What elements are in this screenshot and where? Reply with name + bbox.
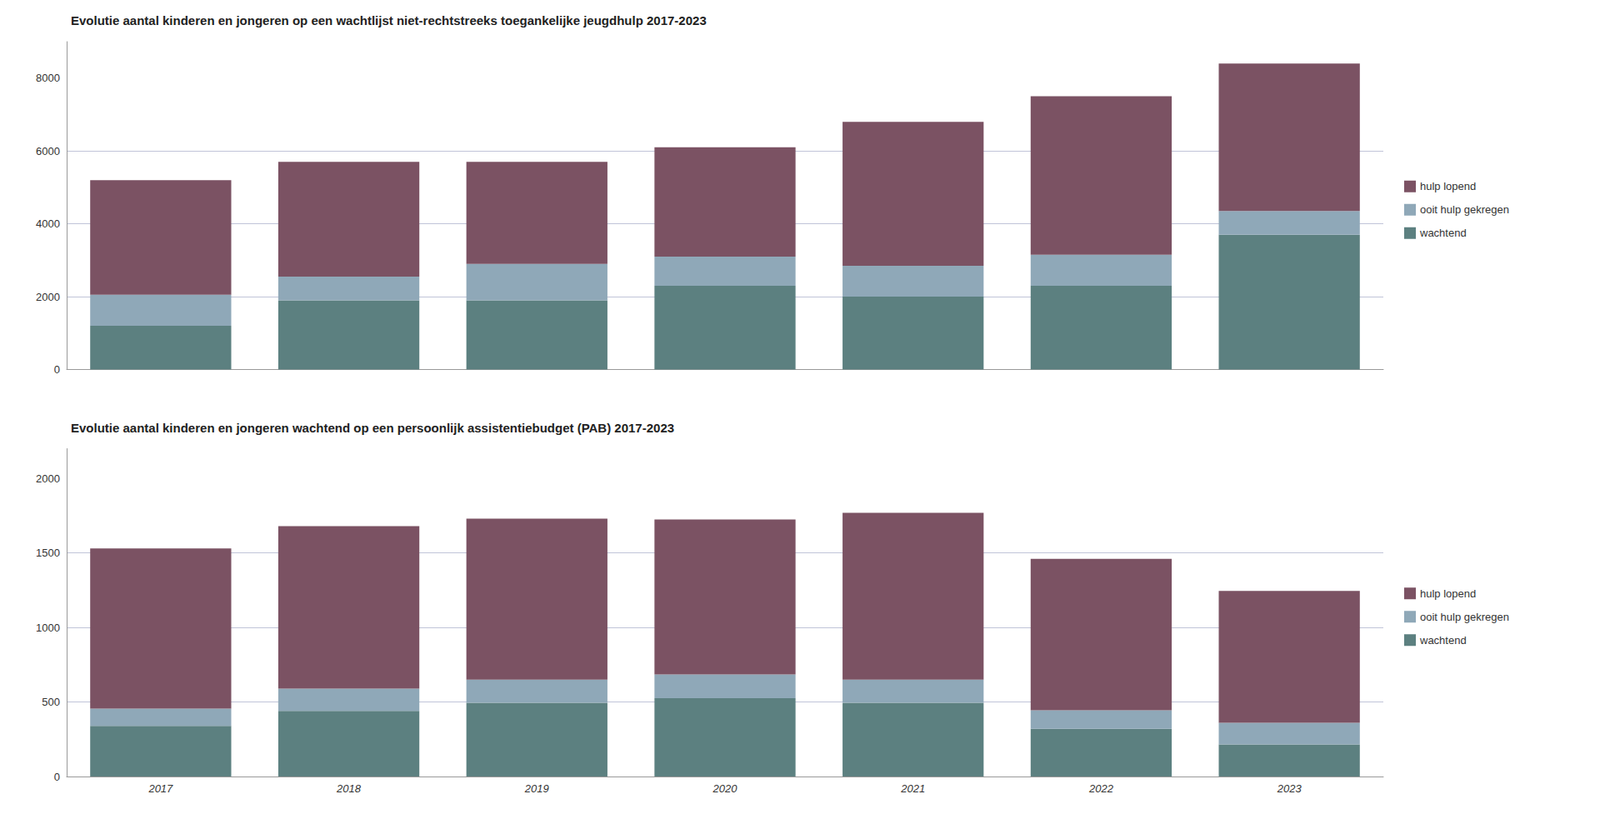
svg-text:2020: 2020	[712, 782, 739, 795]
svg-text:2018: 2018	[335, 782, 362, 795]
svg-text:500: 500	[41, 695, 60, 709]
svg-text:Evolutie aantal kinderen en jo: Evolutie aantal kinderen en jongeren wac…	[70, 420, 675, 435]
svg-text:hulp lopend: hulp lopend	[1420, 587, 1476, 600]
svg-text:2017: 2017	[147, 782, 174, 795]
svg-text:2019: 2019	[524, 782, 550, 795]
svg-text:2000: 2000	[35, 472, 60, 485]
svg-text:ooit hulp gekregen: ooit hulp gekregen	[1420, 203, 1510, 216]
svg-text:2021: 2021	[900, 782, 925, 795]
svg-text:0: 0	[54, 770, 60, 784]
svg-text:ooit hulp gekregen: ooit hulp gekregen	[1420, 610, 1510, 624]
svg-text:2022: 2022	[1088, 782, 1115, 795]
svg-text:wachtend: wachtend	[1419, 226, 1467, 240]
svg-text:8000: 8000	[35, 71, 60, 85]
svg-text:2023: 2023	[1276, 782, 1303, 795]
svg-text:1500: 1500	[35, 546, 60, 560]
svg-text:wachtend: wachtend	[1419, 634, 1467, 647]
svg-text:4000: 4000	[35, 217, 60, 230]
svg-text:hulp lopend: hulp lopend	[1420, 180, 1476, 193]
svg-text:Evolutie aantal kinderen en jo: Evolutie aantal kinderen en jongeren op …	[70, 13, 707, 28]
svg-text:6000: 6000	[35, 145, 60, 158]
svg-text:2000: 2000	[35, 290, 60, 304]
svg-text:0: 0	[54, 363, 60, 376]
svg-text:1000: 1000	[35, 621, 60, 635]
